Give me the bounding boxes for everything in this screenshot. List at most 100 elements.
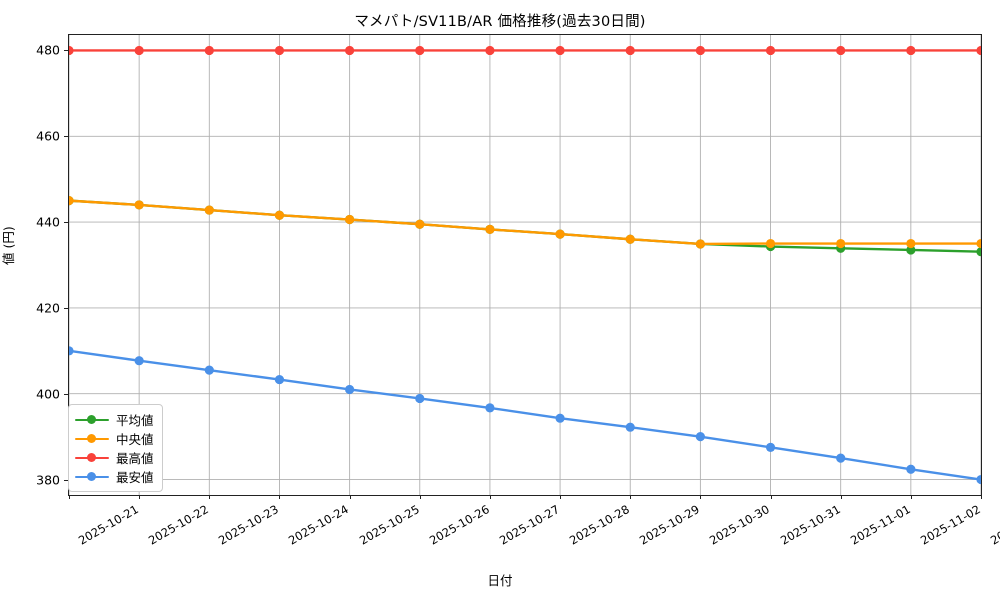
data-point-marker <box>695 45 705 56</box>
legend-label: 最安値 <box>116 470 154 485</box>
x-axis-tick-label: 2025-10-25 <box>356 502 422 548</box>
data-point-marker <box>695 239 705 249</box>
data-point-marker <box>69 346 74 356</box>
data-point-marker <box>485 224 495 234</box>
data-point-marker <box>134 356 144 366</box>
y-axis-tick-label: 480 <box>36 42 60 58</box>
x-axis-tick-label: 2025-11-02 <box>917 502 983 548</box>
legend-item[interactable]: 中央値 <box>75 429 154 448</box>
data-point-marker <box>134 200 144 210</box>
data-point-marker <box>345 45 355 56</box>
legend-item[interactable]: 最高値 <box>75 448 154 467</box>
data-point-marker <box>274 374 285 385</box>
data-point-marker <box>69 196 74 206</box>
y-axis-tick-mark <box>64 479 68 481</box>
y-axis-tick-mark <box>64 222 68 224</box>
x-axis-tick-label: 2025-10-31 <box>777 502 843 548</box>
x-axis-tick-mark <box>489 495 491 499</box>
data-point-marker <box>625 45 635 56</box>
data-point-marker <box>906 238 916 249</box>
x-axis-label: 日付 <box>487 573 513 588</box>
data-point-marker <box>274 45 285 56</box>
data-point-marker <box>976 45 981 56</box>
data-point-marker <box>836 45 846 56</box>
legend-dot-icon <box>87 415 96 424</box>
plot-svg <box>69 35 981 495</box>
x-axis-tick-label: 2025-10-24 <box>286 502 352 548</box>
y-axis-tick-mark <box>64 50 68 52</box>
x-axis-tick-label: 2025-11-01 <box>847 502 913 548</box>
data-point-marker <box>765 238 776 249</box>
legend-swatch-icon <box>75 470 109 484</box>
y-axis-tick-label: 400 <box>36 386 60 402</box>
data-point-marker <box>976 474 981 485</box>
y-axis-label: 値 (円) <box>1 226 16 265</box>
chart-legend: 平均値中央値最高値最安値 <box>68 404 163 492</box>
data-point-marker <box>69 45 74 56</box>
data-point-marker <box>485 45 495 56</box>
data-point-marker <box>274 210 285 220</box>
y-axis-tick-label: 460 <box>36 128 60 144</box>
x-axis-tick-mark <box>279 495 281 499</box>
data-point-marker <box>976 238 981 249</box>
data-point-marker <box>134 45 144 56</box>
y-axis-tick-label: 380 <box>36 472 60 488</box>
data-point-marker <box>485 403 495 413</box>
series-line <box>69 199 981 246</box>
x-axis-tick-mark <box>630 495 632 499</box>
x-axis-tick-mark <box>700 495 702 499</box>
x-axis-tick-mark <box>560 495 562 499</box>
x-axis-tick-mark <box>419 495 421 499</box>
x-axis-tick-mark <box>139 495 141 499</box>
y-axis-tick-mark <box>64 307 68 309</box>
data-point-marker <box>906 45 916 56</box>
y-axis-tick-label: 420 <box>36 300 60 316</box>
data-point-marker <box>555 229 565 239</box>
legend-dot-icon <box>87 453 96 462</box>
x-axis-tick-label: 2025-10-28 <box>567 502 632 548</box>
data-point-marker <box>204 45 214 56</box>
x-axis-tick-label: 2025-11-03 <box>987 502 1000 548</box>
x-axis-tick-label: 2025-10-21 <box>75 502 141 548</box>
data-point-marker <box>625 234 635 244</box>
y-axis-tick-mark <box>64 393 68 395</box>
plot-area <box>68 34 982 496</box>
x-axis-tick-label: 2025-10-22 <box>146 502 211 548</box>
x-axis-tick-mark <box>69 495 70 499</box>
y-axis-tick-label: 440 <box>36 214 60 230</box>
x-axis-tick-label: 2025-10-29 <box>637 502 703 548</box>
chart-title: マメパト/SV11B/AR 価格推移(過去30日間) <box>354 14 646 30</box>
legend-swatch-icon <box>75 432 109 446</box>
data-point-marker <box>345 214 355 225</box>
data-point-marker <box>204 205 214 215</box>
x-axis-tick-mark <box>981 495 982 499</box>
legend-swatch-icon <box>75 451 109 465</box>
data-point-marker <box>765 45 776 56</box>
x-axis-tick-label: 2025-10-23 <box>216 502 282 548</box>
x-axis-tick-mark <box>840 495 842 499</box>
y-axis-tick-mark <box>64 136 68 138</box>
data-point-marker <box>906 245 916 255</box>
x-axis-tick-mark <box>770 495 772 499</box>
x-axis-tick-label: 2025-10-30 <box>707 502 773 548</box>
data-point-marker <box>555 413 565 423</box>
data-point-marker <box>555 45 565 56</box>
x-axis-tick-label: 2025-10-26 <box>426 502 492 548</box>
data-point-marker <box>906 464 916 474</box>
legend-dot-icon <box>87 472 96 481</box>
x-axis-tick-mark <box>349 495 351 499</box>
data-point-marker <box>345 384 355 395</box>
data-point-marker <box>415 393 425 404</box>
legend-item[interactable]: 最安値 <box>75 467 154 486</box>
data-point-marker <box>836 453 846 463</box>
data-point-marker <box>415 219 425 229</box>
x-axis-tick-mark <box>209 495 211 499</box>
x-axis-tick-label: 2025-10-27 <box>496 502 562 548</box>
data-point-marker <box>695 432 705 442</box>
legend-swatch-icon <box>75 413 109 427</box>
legend-label: 最高値 <box>116 451 154 466</box>
data-point-marker <box>625 422 635 432</box>
legend-label: 中央値 <box>116 432 154 447</box>
legend-item[interactable]: 平均値 <box>75 410 154 429</box>
